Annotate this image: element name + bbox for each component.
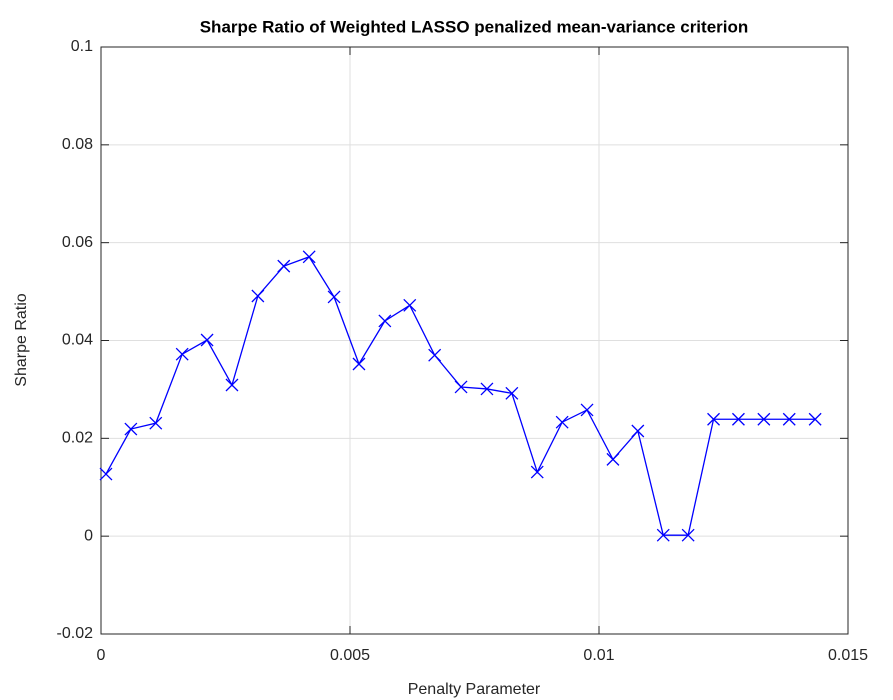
x-axis-label: Penalty Parameter [408,681,541,698]
y-tick-label: 0 [84,527,93,544]
data-marker [707,412,720,426]
data-marker [631,424,645,438]
data-marker [149,416,163,430]
data-marker [808,412,822,426]
data-marker [454,380,468,394]
y-tick-label: -0.02 [57,625,94,642]
x-tick-label: 0.015 [828,647,868,664]
data-marker [200,333,214,347]
data-marker [530,465,544,479]
data-marker [580,403,594,417]
x-tick-label: 0.01 [583,647,614,664]
data-marker [302,250,316,264]
data-marker [428,348,442,362]
data-marker [175,347,189,361]
data-marker [352,357,366,371]
y-tick-label: 0.04 [62,332,93,349]
y-tick-label: 0.08 [62,136,93,153]
data-marker [681,528,695,542]
data-marker [251,289,265,303]
data-marker [277,259,291,273]
data-marker [656,528,670,542]
data-marker [555,415,569,429]
y-axis-label: Sharpe Ratio [13,293,30,386]
data-marker [731,412,745,426]
data-marker [757,412,771,426]
data-marker [480,382,494,396]
data-marker [403,298,417,312]
axes-box [100,46,849,635]
data-marker [505,386,519,400]
y-tick-label: 0.02 [62,430,93,447]
y-tick-label: 0.1 [71,38,93,55]
y-tick-label: 0.06 [62,234,93,251]
chart-title: Sharpe Ratio of Weighted LASSO penalized… [200,17,749,36]
data-marker [124,422,138,436]
data-marker [782,412,796,426]
data-marker [606,452,620,466]
data-marker [327,290,341,304]
x-tick-label: 0.005 [330,647,370,664]
x-tick-label: 0 [97,647,106,664]
data-marker [378,314,392,328]
data-marker [225,378,239,392]
data-marker [99,467,113,481]
